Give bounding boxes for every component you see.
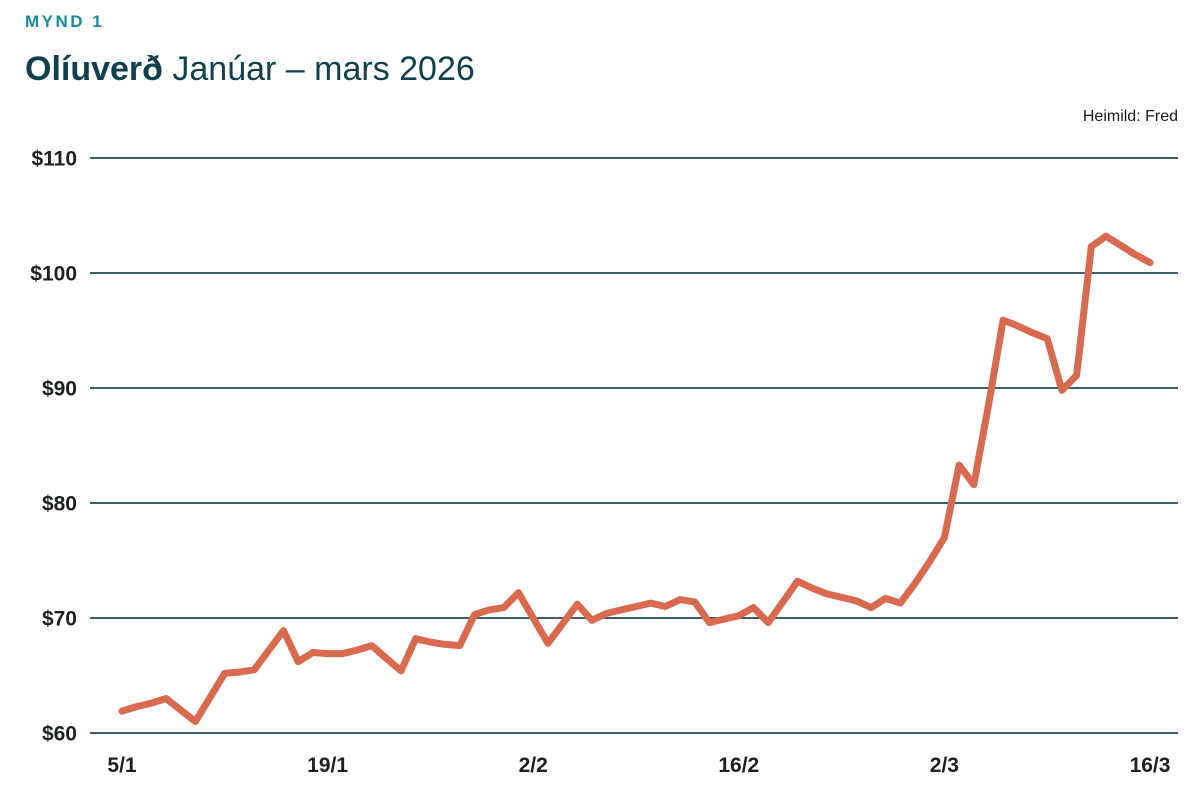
y-axis-label-80: $80 xyxy=(42,493,77,516)
y-axis-label-110: $110 xyxy=(31,148,77,171)
x-axis-label-5-1: 5/1 xyxy=(107,754,137,777)
figure-title-subtitle: Janúar – mars 2026 xyxy=(162,50,475,88)
x-axis-label-16-3: 16/3 xyxy=(1130,754,1171,777)
y-axis-label-90: $90 xyxy=(42,378,77,401)
x-axis-label-2-2: 2/2 xyxy=(519,754,548,777)
y-axis-label-100: $100 xyxy=(30,263,77,286)
y-axis-label-60: $60 xyxy=(42,723,77,746)
x-axis-label-2-3: 2/3 xyxy=(930,754,959,777)
source-note: Heimild: Fred xyxy=(1082,108,1178,125)
x-axis-label-19-1: 19/1 xyxy=(307,754,348,777)
figure-kicker: MYND 1 xyxy=(25,12,105,31)
figure-title-main: Olíuverð xyxy=(25,50,163,88)
oil-price-series-line xyxy=(118,232,1154,725)
x-axis-label-16-2: 16/2 xyxy=(718,754,759,777)
y-axis-label-70: $70 xyxy=(42,608,77,631)
figure-title: Olíuverð Janúar – mars 2026 xyxy=(25,50,475,89)
